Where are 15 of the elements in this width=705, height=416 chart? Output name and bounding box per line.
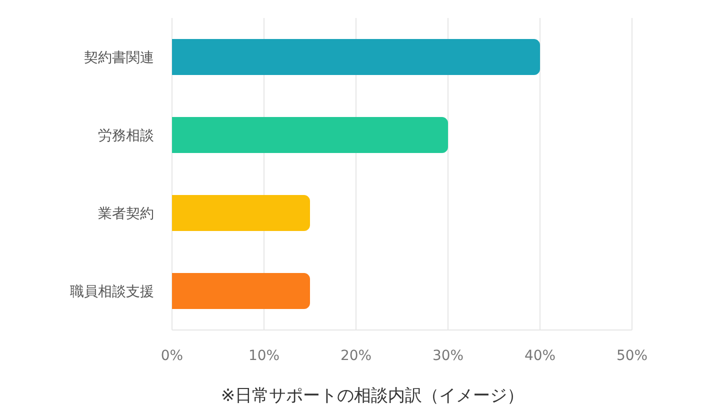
y-tick-label: 職員相談支援 [70, 284, 154, 300]
text: ※日常サポートの相談内訳（イメージ） [220, 385, 526, 407]
x-tick-label: 0% [160, 348, 184, 364]
x-tick-label: 10% [248, 348, 280, 364]
bar [172, 195, 310, 232]
y-tick-label: 業者契約 [98, 206, 154, 222]
y-tick-label: 契約書関連 [84, 50, 154, 66]
bar [172, 39, 540, 76]
bar [172, 117, 448, 154]
x-tick-label: 30% [432, 348, 464, 364]
bar [172, 273, 310, 310]
x-tick-label: 40% [524, 348, 556, 364]
x-tick-label: 50% [616, 348, 648, 364]
y-tick-label: 労務相談 [98, 128, 154, 144]
x-tick-label: 20% [340, 348, 372, 364]
